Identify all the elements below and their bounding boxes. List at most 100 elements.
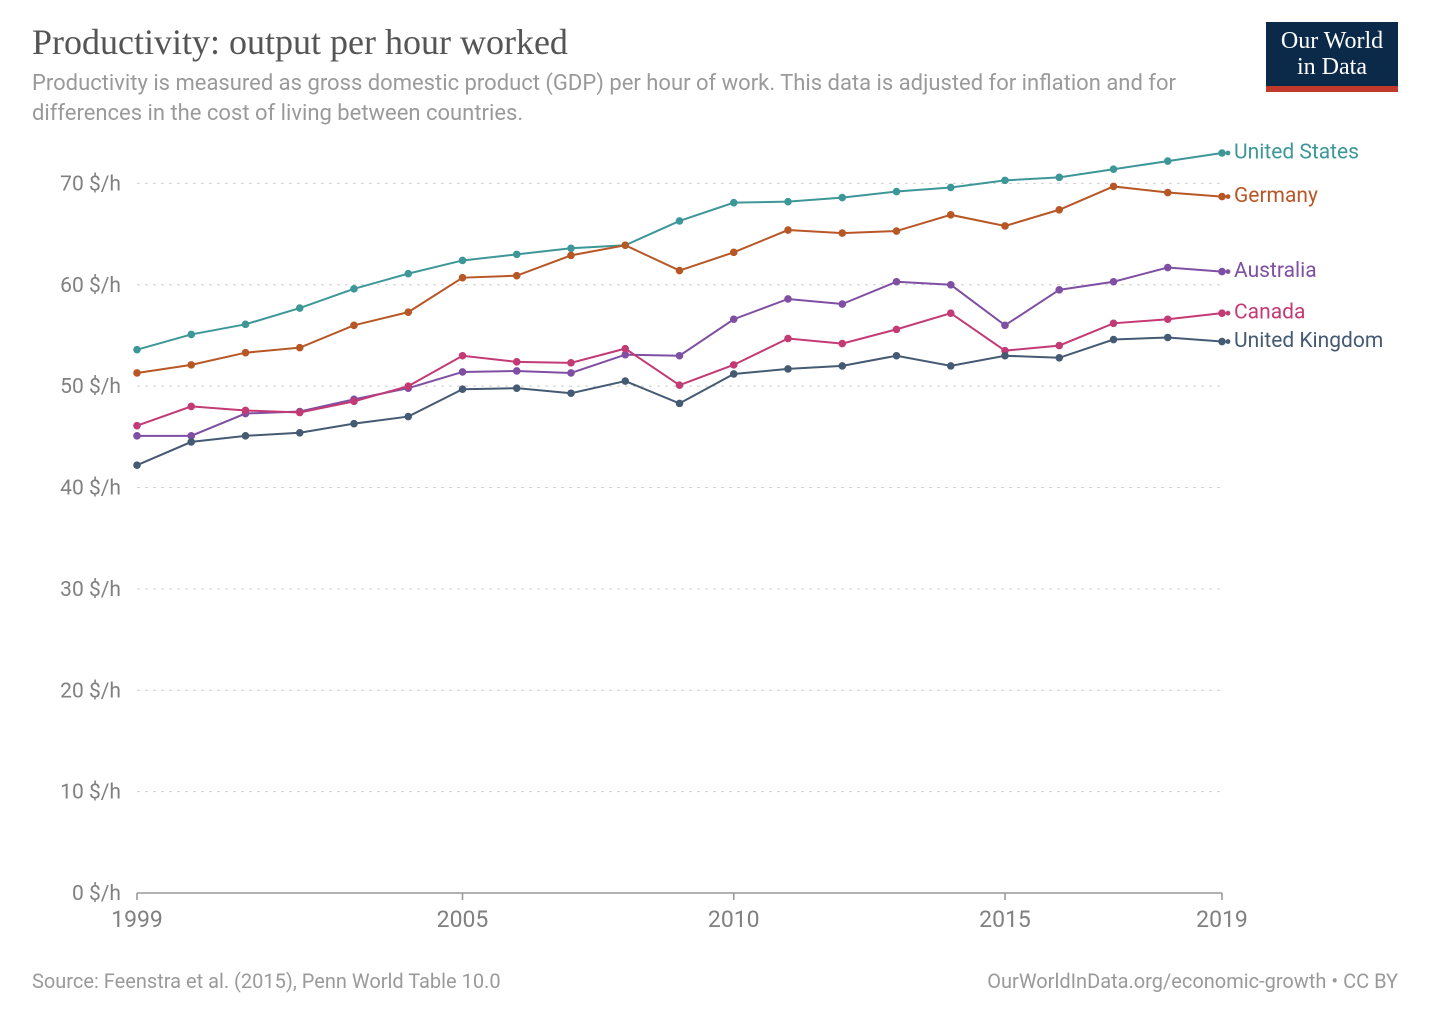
line-chart: 0 $/h10 $/h20 $/h30 $/h40 $/h50 $/h60 $/… [32,141,1398,961]
series-marker [839,340,846,347]
series-marker [1002,352,1009,359]
credit-label: OurWorldInData.org/economic-growth • CC … [987,969,1398,993]
series-marker [296,305,303,312]
series-marker [1164,334,1171,341]
x-tick-label: 2005 [437,906,489,933]
label-connector-dot [1226,150,1231,155]
series-marker [513,272,520,279]
series-marker [459,368,466,375]
series-marker [947,362,954,369]
series-marker [676,382,683,389]
series-marker [188,361,195,368]
source-label: Source: Feenstra et al. (2015), Penn Wor… [32,969,501,993]
y-tick-label: 30 $/h [60,578,121,602]
series-marker [893,188,900,195]
x-tick-label: 2015 [979,906,1031,933]
series-marker [405,270,412,277]
series-marker [405,309,412,316]
series-marker [785,227,792,234]
series-marker [1002,177,1009,184]
series-marker [676,400,683,407]
series-marker [296,429,303,436]
series-marker [242,407,249,414]
series-marker [1056,174,1063,181]
series-marker [730,370,737,377]
series-marker [839,301,846,308]
series-marker [1002,322,1009,329]
series-marker [1164,316,1171,323]
footer: Source: Feenstra et al. (2015), Penn Wor… [32,961,1398,993]
series-marker [568,252,575,259]
series-marker [785,365,792,372]
series-marker [1056,286,1063,293]
series-marker [459,386,466,393]
series-marker [947,211,954,218]
series-marker [893,278,900,285]
y-tick-label: 0 $/h [72,882,121,906]
series-marker [351,285,358,292]
series-marker [1110,183,1117,190]
series-marker [1002,222,1009,229]
label-connector-dot [1226,311,1231,316]
series-marker [785,198,792,205]
series-marker [188,331,195,338]
series-marker [351,322,358,329]
series-marker [134,422,141,429]
series-marker [351,398,358,405]
series-marker [459,274,466,281]
series-marker [730,316,737,323]
series-marker [676,217,683,224]
series-marker [296,409,303,416]
series-marker [622,378,629,385]
chart-container: Productivity: output per hour worked Pro… [0,0,1430,1010]
series-marker [296,344,303,351]
series-label: Canada [1234,300,1305,324]
series-marker [785,335,792,342]
y-tick-label: 40 $/h [60,476,121,500]
series-marker [188,403,195,410]
series-marker [242,349,249,356]
series-marker [1164,158,1171,165]
series-marker [1056,342,1063,349]
series-marker [405,383,412,390]
owid-logo: Our World in Data [1266,22,1398,92]
logo-line-1: Our World [1266,28,1398,54]
x-tick-label: 2010 [708,906,760,933]
series-label: United Kingdom [1234,329,1383,353]
series-marker [513,385,520,392]
chart-area: 0 $/h10 $/h20 $/h30 $/h40 $/h50 $/h60 $/… [32,141,1398,961]
series-marker [405,413,412,420]
chart-title: Productivity: output per hour worked [32,22,1398,63]
series-label: United States [1234,141,1359,165]
series-line [137,153,1222,350]
logo-line-2: in Data [1266,54,1398,80]
series-marker [839,230,846,237]
series-marker [839,194,846,201]
series-marker [1110,166,1117,173]
series-marker [947,281,954,288]
header: Productivity: output per hour worked Pro… [32,22,1398,129]
series-marker [513,358,520,365]
series-marker [730,249,737,256]
series-marker [188,438,195,445]
series-marker [351,420,358,427]
series-label: Germany [1234,184,1318,208]
chart-subtitle: Productivity is measured as gross domest… [32,69,1232,128]
series-marker [947,184,954,191]
y-tick-label: 70 $/h [60,172,121,196]
label-connector-dot [1226,269,1231,274]
series-marker [134,346,141,353]
series-marker [459,352,466,359]
series-marker [568,359,575,366]
series-marker [893,326,900,333]
x-tick-label: 1999 [111,906,163,933]
series-marker [676,352,683,359]
series-marker [1110,320,1117,327]
y-tick-label: 50 $/h [60,375,121,399]
series-marker [1056,206,1063,213]
series-marker [134,369,141,376]
series-marker [622,345,629,352]
y-tick-label: 10 $/h [60,780,121,804]
series-marker [730,361,737,368]
series-marker [947,310,954,317]
